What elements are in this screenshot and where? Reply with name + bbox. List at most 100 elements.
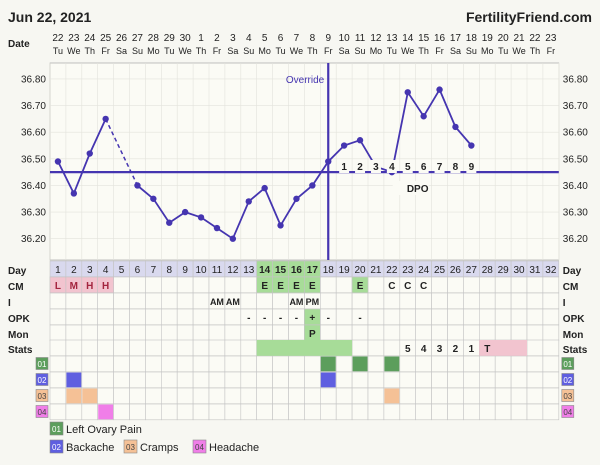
table-cell: [447, 324, 464, 342]
symptom-mark: [352, 356, 368, 372]
date-cell: 22: [529, 33, 541, 44]
day-number: 6: [135, 265, 141, 276]
table-cell: [542, 339, 560, 357]
dpo-number-bg: [339, 160, 350, 173]
table-cell: [224, 339, 242, 357]
weekday-cell: We: [401, 46, 414, 56]
stats-value: 3: [437, 344, 443, 355]
y-tick-label-right: 36.20: [563, 234, 588, 245]
day-number: 23: [402, 265, 414, 276]
table-cell: [49, 308, 67, 326]
date-cell: 24: [84, 33, 96, 44]
table-cell: [49, 403, 67, 421]
date-cell: 26: [116, 33, 128, 44]
stats-value: T: [484, 344, 490, 355]
table-cell: [65, 355, 83, 373]
table-cell: [161, 276, 178, 294]
table-cell: [256, 355, 273, 373]
weekday-cell: Tu: [53, 46, 63, 56]
day-number: 20: [354, 265, 366, 276]
date-cell: 23: [68, 33, 80, 44]
table-cell: [383, 371, 401, 389]
symptom-mark: [384, 356, 400, 372]
date-cell: 28: [148, 33, 160, 44]
table-cell: [526, 355, 544, 373]
weekday-cell: Tu: [275, 46, 285, 56]
date-cell: 20: [498, 33, 510, 44]
table-cell: [288, 355, 305, 373]
y-tick-label-right: 36.80: [563, 74, 588, 85]
table-cell: [526, 292, 544, 310]
date-cell: 18: [466, 33, 478, 44]
date-cell: 17: [450, 33, 462, 44]
table-cell: [335, 276, 353, 294]
table-cell: [494, 371, 512, 389]
table-cell: [463, 276, 480, 294]
site-name[interactable]: FertilityFriend.com: [465, 9, 592, 25]
table-cell: [208, 355, 226, 373]
table-cell: [335, 324, 353, 342]
symptom-code-badge-right: [561, 389, 575, 402]
symptom-mark: [66, 372, 82, 388]
symptom-mark: [98, 404, 114, 420]
table-cell: [351, 324, 369, 342]
table-cell: [161, 403, 178, 421]
mon-row-label: Mon: [8, 330, 29, 341]
table-cell: [367, 276, 385, 294]
date-cell: 2: [214, 33, 220, 44]
day-number: 14: [259, 265, 271, 276]
table-cell: [224, 355, 242, 373]
weekday-cell: Fr: [101, 46, 110, 56]
temperature-point: [293, 195, 300, 202]
legend-swatch: [123, 439, 138, 454]
table-cell: [192, 292, 210, 310]
table-cell: [145, 292, 162, 310]
table-cell: [542, 371, 560, 389]
temperature-point: [261, 184, 268, 192]
table-cell: [97, 355, 114, 373]
table-cell: [97, 324, 114, 342]
cm-cell: [304, 276, 321, 294]
i-value: AM: [210, 297, 224, 307]
table-cell: [526, 324, 544, 342]
table-cell: [478, 324, 496, 342]
table-cell: [272, 387, 289, 405]
fertile-window-bar: [256, 340, 353, 356]
weekday-cell: Th: [307, 46, 318, 56]
table-cell: [65, 292, 83, 310]
y-tick-label-left: 36.80: [21, 74, 46, 85]
table-cell: [113, 292, 130, 310]
cm-value: H: [86, 281, 93, 292]
table-cell: [97, 308, 114, 326]
table-cell: [510, 324, 528, 342]
cm-value: E: [293, 281, 300, 292]
table-cell: [542, 324, 560, 342]
symptom-mark: [320, 372, 336, 388]
symptom-code-badge-left: [35, 373, 49, 386]
temperature-point: [468, 142, 475, 149]
weekday-cell: Fr: [324, 46, 333, 56]
table-cell: [415, 403, 432, 421]
i-value: AM: [226, 297, 240, 307]
table-cell: [367, 324, 385, 342]
symptom-mark: [320, 356, 336, 372]
symptom-code-left: 03: [38, 392, 47, 401]
table-cell: [431, 387, 448, 405]
stats-value: 1: [469, 344, 475, 355]
weekday-cell: Th: [84, 46, 95, 56]
dpo-number: 3: [373, 162, 379, 173]
table-cell: [335, 292, 353, 310]
table-cell: [272, 355, 289, 373]
table-cell: [510, 308, 528, 326]
table-cell: [383, 292, 401, 310]
table-cell: [129, 371, 146, 389]
date-cell: 25: [100, 33, 112, 44]
weekday-cell: Th: [530, 46, 541, 56]
table-cell: [431, 308, 448, 326]
symptom-code-right: 03: [563, 392, 572, 401]
table-cell: [431, 324, 448, 342]
symptom-code-badge-left: [35, 389, 49, 402]
table-cell: [256, 324, 273, 342]
weekday-cell: Mo: [370, 46, 383, 56]
y-tick-label-left: 36.70: [21, 101, 46, 112]
